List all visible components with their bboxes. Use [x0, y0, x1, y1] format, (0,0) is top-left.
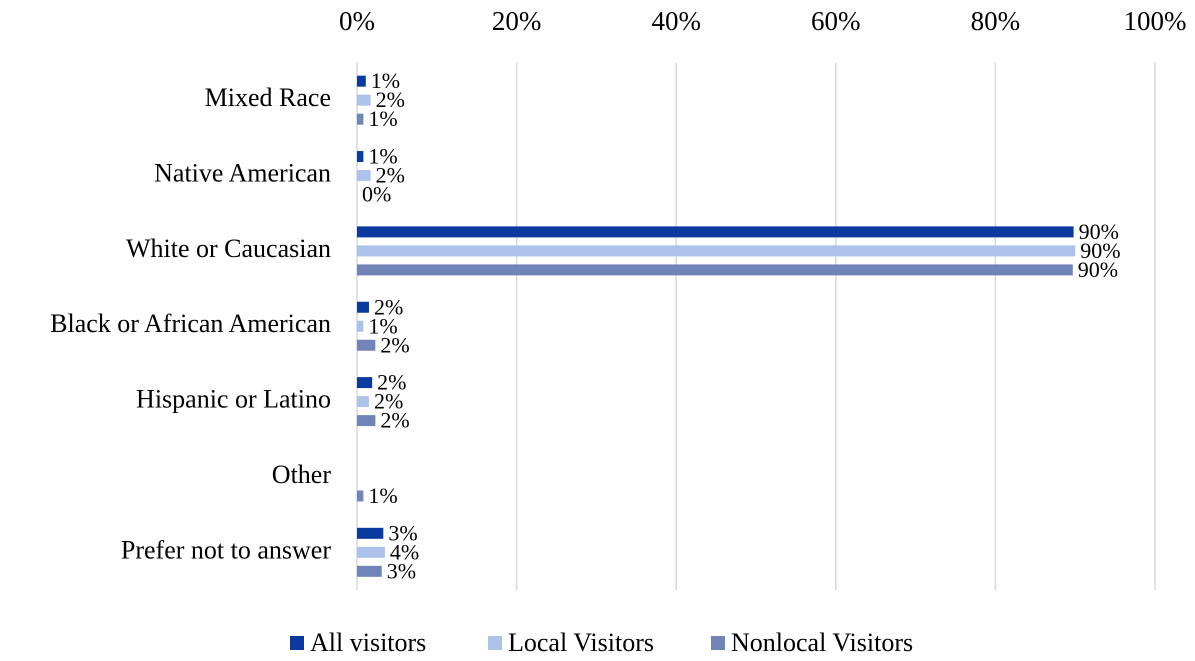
bar — [357, 75, 366, 87]
data-label: 90% — [1080, 238, 1120, 263]
legend-swatch — [711, 636, 725, 650]
data-label: 90% — [1079, 219, 1119, 244]
bar — [357, 320, 364, 332]
data-label: 2% — [374, 294, 403, 319]
category-label: Native American — [154, 159, 331, 188]
bar — [357, 339, 376, 351]
x-tick-label: 20% — [492, 6, 542, 36]
bar — [357, 415, 376, 427]
category-label: Prefer not to answer — [121, 535, 331, 564]
legend-swatch — [488, 636, 502, 650]
category-label: Hispanic or Latino — [136, 385, 331, 414]
x-tick-label: 0% — [339, 6, 375, 36]
data-label: 2% — [376, 87, 405, 112]
data-label: 3% — [387, 558, 416, 583]
x-tick-label: 100% — [1124, 6, 1187, 36]
legend-label: Local Visitors — [508, 628, 654, 657]
bar — [357, 527, 384, 539]
bar — [357, 396, 369, 408]
bar — [357, 565, 382, 577]
bar — [357, 264, 1073, 276]
data-label: 2% — [377, 370, 406, 395]
legend-swatch — [290, 636, 304, 650]
data-label: 1% — [368, 483, 397, 508]
data-label: 1% — [368, 106, 397, 131]
category-label: Other — [272, 460, 332, 489]
bar — [357, 170, 371, 182]
bar — [357, 226, 1074, 238]
bar — [357, 113, 364, 125]
bar — [357, 546, 385, 558]
x-tick-label: 60% — [811, 6, 861, 36]
bar — [357, 301, 369, 313]
bar — [357, 377, 373, 389]
data-label: 2% — [376, 163, 405, 188]
data-label: 1% — [371, 68, 400, 93]
x-tick-label: 80% — [971, 6, 1021, 36]
data-label: 3% — [388, 520, 417, 545]
data-label: 2% — [374, 389, 403, 414]
data-label: 2% — [380, 332, 409, 357]
category-label: Black or African American — [50, 309, 331, 338]
bar — [357, 94, 371, 106]
data-label: 2% — [380, 408, 409, 433]
legend-label: All visitors — [310, 628, 426, 657]
data-label: 0% — [362, 182, 391, 207]
category-label: Mixed Race — [205, 83, 331, 112]
bar — [357, 490, 364, 502]
legend-label: Nonlocal Visitors — [731, 628, 913, 657]
bar — [357, 151, 364, 163]
data-label: 1% — [368, 144, 397, 169]
data-label: 90% — [1078, 257, 1118, 282]
bar — [357, 245, 1076, 257]
data-label: 4% — [390, 539, 419, 564]
x-tick-label: 40% — [651, 6, 701, 36]
category-label: White or Caucasian — [126, 234, 331, 263]
data-label: 1% — [368, 313, 397, 338]
